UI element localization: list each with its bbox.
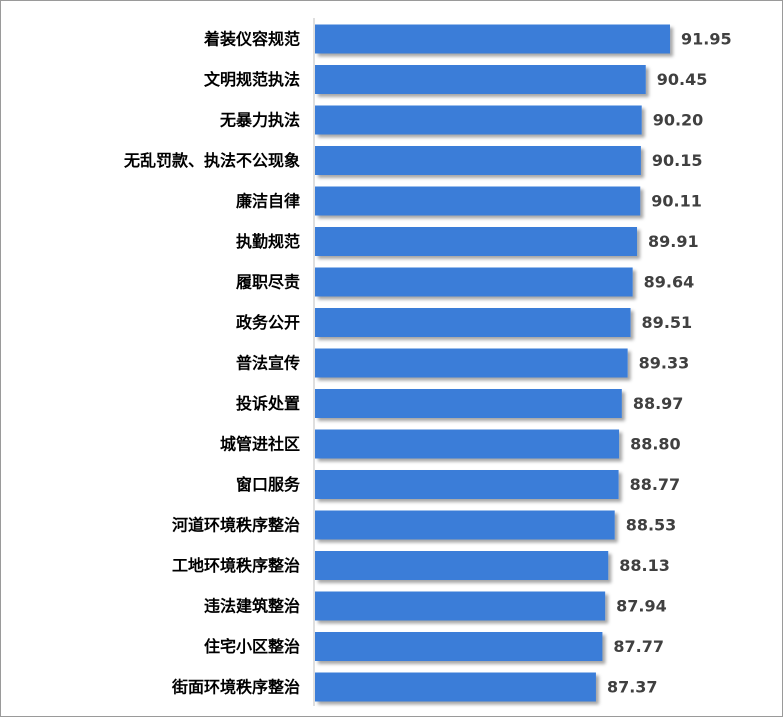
- bar: [315, 591, 606, 621]
- category-tick-label: 街面环境秩序整治: [171, 678, 300, 697]
- bar: [315, 429, 620, 459]
- data-label: 88.53: [626, 516, 677, 535]
- bar: [315, 348, 628, 378]
- category-tick-label: 政务公开: [236, 313, 300, 332]
- bar: [315, 186, 641, 216]
- data-label: 90.11: [651, 192, 702, 211]
- category-tick-label: 履职尽责: [236, 273, 300, 292]
- category-tick-label: 住宅小区整治: [204, 637, 300, 656]
- data-label: 87.77: [613, 637, 664, 656]
- category-tick-label: 河道环境秩序整治: [172, 516, 300, 535]
- bar: [315, 227, 638, 256]
- bar: [315, 24, 671, 54]
- bar: [315, 105, 642, 135]
- bar: [315, 389, 622, 418]
- category-tick-label: 执勤规范: [236, 232, 300, 251]
- data-label: 89.64: [644, 273, 695, 292]
- data-label: 89.91: [648, 232, 699, 251]
- category-tick-label: 工地环境秩序整治: [172, 556, 300, 575]
- bar: [315, 551, 609, 580]
- category-tick-label: 普法宣传: [236, 354, 300, 373]
- data-label: 88.13: [619, 556, 670, 575]
- data-label: 89.51: [642, 313, 693, 332]
- bar: [315, 632, 603, 661]
- category-tick-label: 无暴力执法: [219, 111, 300, 130]
- data-label: 88.80: [630, 435, 681, 454]
- category-tick-label: 无乱罚款、执法不公现象: [123, 151, 300, 170]
- data-label: 90.20: [653, 111, 704, 130]
- data-label: 89.33: [639, 354, 690, 373]
- data-label: 91.95: [681, 30, 732, 49]
- data-label: 90.15: [652, 151, 703, 170]
- bar: [315, 470, 619, 499]
- category-tick-label: 着装仪容规范: [203, 30, 300, 49]
- bar: [315, 672, 596, 702]
- bar: [315, 510, 615, 540]
- data-label: 88.97: [633, 394, 684, 413]
- bar: [315, 308, 631, 337]
- bar: [315, 146, 641, 175]
- category-tick-label: 窗口服务: [236, 475, 301, 494]
- data-label: 87.37: [607, 678, 658, 697]
- category-tick-label: 投诉处置: [236, 394, 300, 413]
- data-label: 87.94: [616, 597, 667, 616]
- category-tick-label: 文明规范执法: [204, 70, 300, 89]
- category-tick-label: 廉洁自律: [236, 192, 300, 211]
- data-label: 90.45: [657, 70, 708, 89]
- category-tick-label: 违法建筑整治: [204, 597, 300, 616]
- bar: [315, 267, 633, 297]
- bar: [315, 65, 646, 94]
- data-label: 88.77: [630, 475, 681, 494]
- category-tick-label: 城管进社区: [220, 435, 300, 454]
